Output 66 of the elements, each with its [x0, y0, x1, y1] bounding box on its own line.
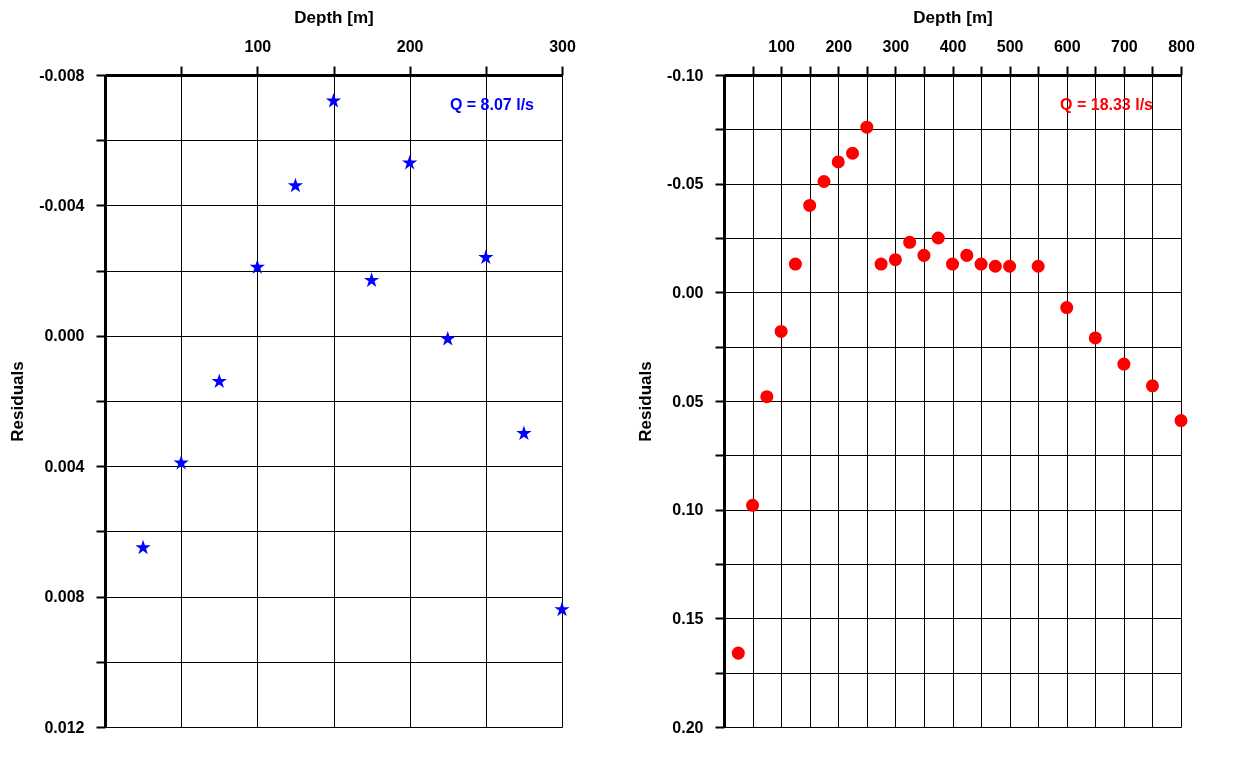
- point: [1060, 301, 1074, 315]
- point: [135, 539, 151, 555]
- point: [325, 93, 342, 108]
- y-tick-label: 0.004: [44, 457, 85, 475]
- x-tick-label: 100: [244, 37, 272, 55]
- y-tick-label: -0.004: [39, 196, 85, 214]
- x-tick-label: 800: [1168, 37, 1195, 55]
- point: [945, 257, 960, 271]
- y-tick-label: 0.012: [44, 718, 85, 736]
- y-axis-title: Residuals: [8, 361, 28, 442]
- y-tick-label: -0.008: [39, 66, 85, 84]
- y-tick-label: -0.05: [667, 175, 704, 193]
- x-tick-label: 300: [549, 37, 576, 55]
- x-axis-title: Depth [m]: [913, 7, 993, 27]
- y-tick-label: 0.000: [44, 327, 85, 345]
- y-tick-label: 0.00: [672, 283, 704, 301]
- x-tick-label: 200: [396, 37, 424, 55]
- y-axis-title: Residuals: [636, 361, 656, 442]
- x-axis-title: Depth [m]: [294, 7, 374, 27]
- x-tick-label: 200: [825, 37, 853, 55]
- point: [1003, 259, 1017, 273]
- point: [287, 177, 304, 193]
- point: [846, 146, 860, 160]
- x-tick-label: 300: [882, 37, 910, 55]
- point: [1145, 379, 1159, 393]
- y-tick-label: 0.10: [672, 501, 704, 519]
- point: [774, 324, 788, 338]
- point: [788, 257, 802, 271]
- y-tick-label: -0.10: [667, 66, 704, 84]
- x-tick-label: 400: [939, 37, 967, 55]
- point: [817, 174, 831, 188]
- point: [478, 249, 494, 265]
- x-tick-label: 700: [1111, 37, 1138, 55]
- y-tick-label: 0.008: [44, 588, 85, 606]
- point: [860, 120, 874, 134]
- point: [363, 272, 380, 287]
- point: [974, 257, 988, 271]
- point: [402, 154, 418, 170]
- y-tick-label: 0.15: [672, 609, 704, 627]
- x-tick-label: 600: [1053, 37, 1081, 55]
- point: [440, 331, 456, 346]
- point: [249, 259, 265, 274]
- point: [1088, 331, 1102, 345]
- point: [1117, 357, 1131, 371]
- x-tick-label: 100: [768, 37, 796, 55]
- point: [746, 498, 760, 512]
- point: [760, 390, 774, 404]
- point: [1174, 414, 1188, 428]
- point: [211, 373, 227, 388]
- y-tick-label: 0.05: [672, 392, 704, 410]
- point: [988, 259, 1002, 273]
- point: [173, 454, 189, 470]
- point: [931, 231, 945, 245]
- x-tick-label: 500: [996, 37, 1024, 55]
- point: [917, 248, 931, 262]
- point: [731, 646, 745, 660]
- point: [903, 235, 917, 249]
- point: [554, 601, 570, 617]
- y-tick-label: 0.20: [672, 718, 704, 736]
- point: [1031, 259, 1045, 273]
- point: [831, 155, 845, 169]
- point: [516, 425, 532, 441]
- point: [874, 257, 888, 271]
- point: [888, 253, 902, 267]
- point: [960, 248, 974, 262]
- point: [803, 198, 817, 212]
